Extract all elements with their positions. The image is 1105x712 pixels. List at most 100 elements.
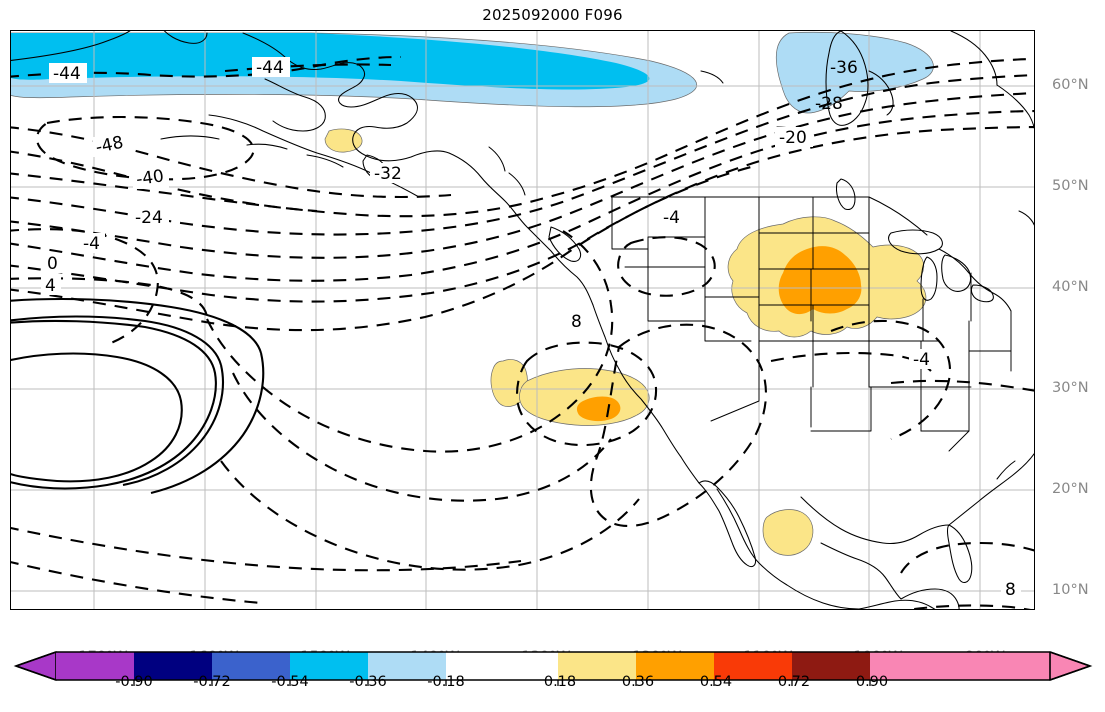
contour-m12 [11,228,159,344]
contour-label: -36 [830,58,858,78]
coast-great-slave [700,70,724,84]
coast-aleutian-russia [163,31,208,44]
colorbar[interactable]: -0.90 -0.72 -0.54 -0.36 -0.18 0.18 0.36 … [0,648,1105,712]
svg-text:-24: -24 [135,208,163,228]
shade-plains-core [778,246,862,315]
coast-central-america [858,599,936,609]
svg-text:-4: -4 [83,234,100,254]
colorbar-cell-6 [558,652,636,680]
shade-pacific-core [576,396,621,422]
contour-m4-southus-b [770,351,932,372]
contour-8-pacific [515,341,658,447]
coast-lake-huron-erie [941,254,972,292]
negative-contours [11,55,1034,609]
coast-bc-islands-2 [508,172,526,196]
svg-text:4: 4 [45,276,56,296]
coast-mexico-west [758,562,860,609]
contour-label: 0 [43,253,63,274]
contour-m32 [11,57,1034,218]
coast-lake-michigan [920,256,938,301]
coast-gulf-california [716,488,760,564]
contour-east-loop [830,319,952,440]
svg-text:0: 0 [47,254,58,274]
page-title: 2025092000 F096 [482,6,623,24]
map-canvas: -44 -44 -36 -48 -28 -20 -40 -32 -24 -4 -… [11,31,1034,609]
colorbar-cell-10 [870,652,1050,680]
colorbar-extend-low-outline [13,651,57,681]
contour-m4-nwus [617,236,716,297]
contour-closed-low [11,319,217,490]
colorbar-tick-label: 0.90 [855,674,889,690]
lat-label-30n: 30°N [1052,380,1089,396]
contour-m44-north [11,55,402,78]
border-us-canada-east [868,196,928,236]
coast-lake-ontario [970,284,994,303]
colorbar-tick-label: 0.18 [543,674,577,690]
contour-label: -28 [815,94,843,114]
contour-label: -44 [252,57,290,78]
colorbar-tick-label: -0.18 [427,674,465,690]
colorbar-cell-1 [134,652,212,680]
coast-labrador [996,84,1034,129]
svg-text:-40: -40 [135,166,165,190]
shaded-anomaly-layer [11,31,934,556]
coast-se-alaska [448,152,594,306]
coast-hudson-bay [825,31,869,126]
svg-text:-44: -44 [256,58,284,78]
coast-lake-winnipeg [835,178,856,210]
contour-label: 8 [1001,579,1021,600]
coast-florida [946,524,973,584]
colorbar-tick-label: -0.90 [115,674,153,690]
contour-label: -4 [659,207,685,228]
colorbar-extend-high [1049,651,1091,681]
contour-m8-lower [11,526,522,572]
colorbar-tick-label: 0.54 [699,674,733,690]
contour-8-mexico-loop [589,323,768,527]
svg-text:8: 8 [1005,580,1016,600]
coast-aleutians-2 [246,143,288,150]
contour-layer [11,55,1034,609]
lat-label-50n: 50°N [1052,178,1089,194]
contour-m4-lower [11,561,262,605]
contour-0 [11,297,263,354]
contour-label: -4 [909,349,935,370]
contour-label-layer: -44 -44 -36 -48 -28 -20 -40 -32 -24 -4 -… [41,57,1021,600]
svg-text:-32: -32 [374,164,402,184]
coastline-layer [11,31,1034,609]
colorbar-cell-3 [290,652,368,680]
coast-aleutians-3 [306,154,344,168]
svg-text:-4: -4 [913,350,930,370]
contour-m28 [11,74,1034,236]
coast-baffin [950,31,998,86]
contour-m16 [11,125,1034,303]
contour-m36b [11,150,318,213]
colorbar-cell-8 [714,652,792,680]
contour-m4-southus [890,379,1034,392]
coast-yucatan [900,588,960,609]
contour-label: -20 [775,127,813,148]
lat-label-20n: 20°N [1052,481,1089,497]
svg-text:-20: -20 [779,128,807,148]
colorbar-outline [56,651,1050,681]
coast-gulf-us [800,496,950,545]
lat-label-60n: 60°N [1052,77,1089,93]
contour-caribbean [900,541,1034,574]
colorbar-cell-9 [792,652,870,680]
svg-text:-44: -44 [53,64,81,84]
contour-label: -4 [79,233,105,254]
colorbar-tick-label: 0.72 [777,674,811,690]
contour-m4-upper [11,277,209,320]
coast-vancouver-island [548,226,582,262]
colorbar-tick-label: -0.54 [271,674,309,690]
colorbar-swatches [13,651,1093,681]
contour-label: -48 [93,133,129,158]
contour-label: -24 [131,207,169,228]
coast-mexico-east-gulf [820,542,902,600]
contour-8-ca [906,604,1031,609]
coast-alaska-mainland [242,32,450,162]
lat-label-10n: 10°N [1052,582,1089,598]
coast-us-east [948,453,1034,526]
shade-gulf-alaska-patch [324,128,363,153]
border-us-canada-lakes [938,248,1012,312]
shade-semexico-patch [762,509,814,556]
